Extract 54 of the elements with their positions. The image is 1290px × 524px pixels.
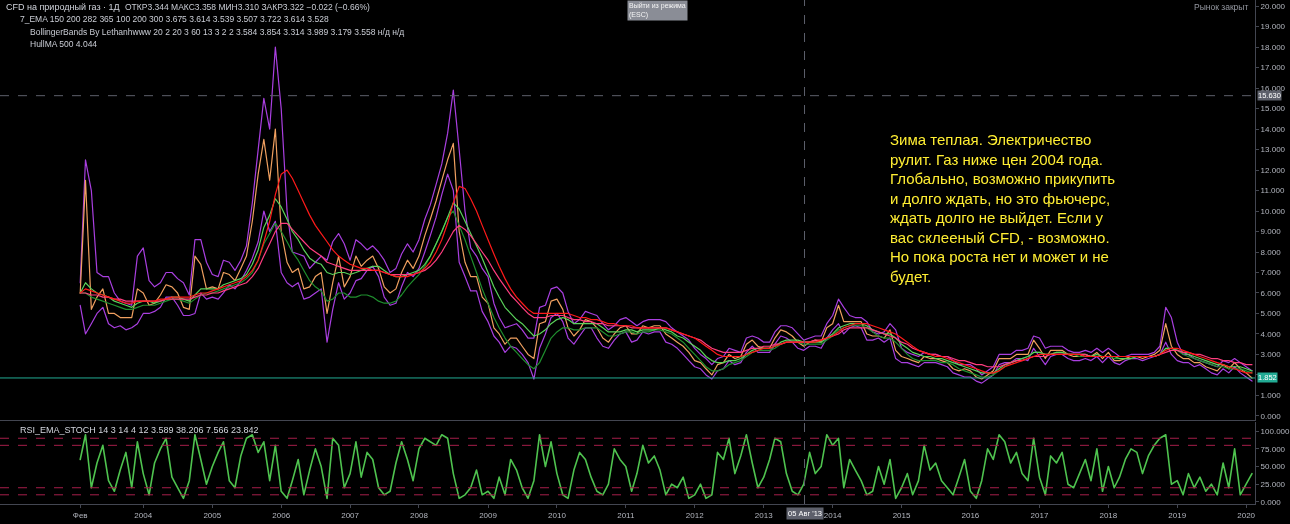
y-tick-label: 17.000 (1260, 63, 1286, 73)
x-tick-label: 2020 (1237, 510, 1256, 520)
x-tick-label: 2009 (479, 510, 498, 520)
line-series (79, 128, 1253, 380)
y-tick-label: 0.000 (1260, 411, 1282, 421)
y-tick-label: 6.000 (1260, 288, 1282, 298)
annotation: Зима теплая. Электричество рулит. Газ ниже цен 2004 года. Глобально, возможно прикупить и долго ждать, но это фьючерс, ждать долго не выйдет. Если у вас склееный CFD, - возможно. Но пока роста нет и может и не будет. (890, 131, 1116, 285)
x-tick-label: 2019 (1168, 510, 1187, 520)
y-tick-label: 12.000 (1260, 165, 1286, 175)
annotation: ОТКР3.344 МАКС3.358 МИН3.310 ЗАКР3.322 −0.022 (−0.66%) (125, 2, 370, 12)
x-tick-label: 2010 (548, 510, 567, 520)
line-series (79, 46, 1253, 376)
y-tick-label: 14.000 (1260, 124, 1286, 134)
y-tick-label: 19.000 (1260, 22, 1286, 32)
y-tick-label: 4.000 (1260, 329, 1282, 339)
x-tick-label: 2015 (892, 510, 911, 520)
y-tick-label: 5.000 (1260, 309, 1282, 319)
annotation: 7_EMA 150 200 282 365 100 200 300 3.675 3.614 3.539 3.507 3.722 3.614 3.528 (20, 14, 329, 24)
y-tick-label: 7.000 (1260, 268, 1282, 278)
y-tick-label: 75.000 (1260, 444, 1286, 454)
y-tick-label: 8.000 (1260, 247, 1282, 257)
x-tick-label: 2013 (754, 510, 774, 520)
x-tick-label: 2012 (685, 510, 705, 520)
y-tick-label: 3.000 (1260, 350, 1282, 360)
y-tick-label: 9.000 (1260, 227, 1282, 237)
x-tick-label: 2018 (1099, 510, 1118, 520)
x-tick-label: 2007 (341, 510, 360, 520)
x-tick-label: 2006 (272, 510, 291, 520)
chart-title: RSI_EMA_STOCH 14 3 14 4 12 3.589 38.206 7.566 23.842 (20, 425, 259, 435)
x-tick-label: 2004 (134, 510, 153, 520)
x-tick-label: 2008 (410, 510, 429, 520)
y-tick-label: 1.000 (1260, 391, 1282, 401)
x-tick-label: 2016 (961, 510, 980, 520)
annotation: Рынок закрыт (1194, 2, 1249, 12)
x-tick-label: 2011 (617, 510, 635, 520)
y-tick-label: 15.000 (1260, 104, 1286, 114)
x-tick-label: 2017 (1030, 510, 1049, 520)
y-tick-label: 100.000 (1260, 426, 1290, 436)
annotation: BollingerBands By Lethanhwww 20 2 20 3 60 13 3 2 2 3.584 3.854 3.314 3.989 3.179 3.558 н/д н/д (30, 27, 405, 37)
annotation: HullMA 500 4.044 (30, 39, 98, 49)
y-tick-label: 11.000 (1260, 186, 1286, 196)
line-series (79, 433, 1253, 500)
x-tick-label: 2005 (203, 510, 222, 520)
x-tick-label: 2014 (823, 510, 843, 520)
y-tick-label: 50.000 (1260, 462, 1286, 472)
y-tick-label: 0.000 (1260, 497, 1282, 507)
y-tick-label: 25.000 (1260, 480, 1286, 490)
y-tick-label: 18.000 (1260, 42, 1286, 52)
x-tick-label: Фев (72, 510, 88, 520)
chart-title: CFD на природный газ · 1Д (6, 2, 120, 12)
y-tick-label: 16.000 (1260, 83, 1286, 93)
y-tick-label: 13.000 (1260, 145, 1286, 155)
y-tick-label: 10.000 (1260, 206, 1286, 216)
y-tick-label: 20.000 (1260, 1, 1286, 11)
